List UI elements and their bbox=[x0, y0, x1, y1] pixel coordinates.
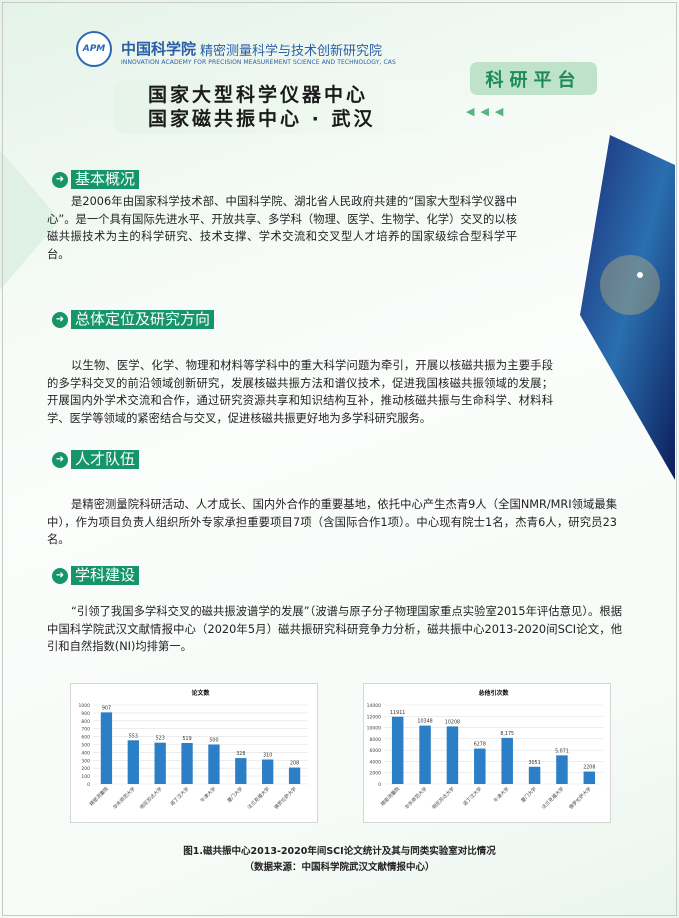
x-tick-label: 明尼苏达大学 bbox=[138, 785, 163, 810]
bar bbox=[501, 737, 513, 784]
data-label: 310 bbox=[263, 753, 272, 759]
y-tick-label: 300 bbox=[81, 758, 90, 764]
overview-text: 是2006年由国家科学技术部、中国科学院、湖北省人民政府共建的“国家大型科学仪器… bbox=[47, 195, 517, 261]
arrow-circle-icon: ➜ bbox=[52, 451, 68, 468]
y-tick-label: 600 bbox=[81, 735, 90, 741]
x-tick-label: 诺丁汉大学 bbox=[169, 785, 191, 807]
y-tick-label: 4000 bbox=[370, 759, 382, 765]
y-tick-label: 700 bbox=[81, 727, 90, 733]
y-tick-label: 100 bbox=[81, 774, 90, 780]
cas-name: 中国科学院 bbox=[121, 40, 197, 58]
x-tick-label: 精密测量院 bbox=[379, 785, 401, 807]
x-tick-label: 佛罗伦萨大学 bbox=[273, 785, 298, 810]
bar bbox=[528, 766, 541, 784]
bar bbox=[419, 725, 431, 784]
chart-title: 总他引次数 bbox=[478, 689, 509, 697]
data-label: 519 bbox=[182, 736, 191, 742]
data-label: 5,071 bbox=[555, 748, 569, 754]
bar bbox=[100, 712, 113, 784]
data-label: 523 bbox=[156, 736, 165, 742]
y-tick-label: 800 bbox=[81, 719, 90, 725]
section-heading-overview: ➜ 基本概况 bbox=[52, 170, 140, 189]
y-tick-label: 400 bbox=[81, 750, 90, 756]
arrow-circle-icon: ➜ bbox=[52, 567, 68, 584]
figure-source: （数据来源：中国科学院武汉文献情报中心） bbox=[244, 862, 435, 873]
x-tick-label: 华东师范大学 bbox=[403, 785, 428, 810]
x-tick-label: 法兰克福大学 bbox=[246, 785, 271, 810]
y-tick-label: 900 bbox=[81, 711, 90, 717]
data-label: 328 bbox=[236, 751, 245, 757]
apm-logo: APM bbox=[76, 31, 112, 67]
x-tick-label: 明尼苏达大学 bbox=[431, 785, 456, 810]
bar bbox=[288, 767, 301, 784]
chart-citations: 总他引次数 0 2000 4000 6000 8000 10000 12000 14000 119… bbox=[363, 683, 611, 823]
y-tick-label: 6000 bbox=[370, 748, 382, 754]
y-tick-label: 8000 bbox=[370, 737, 382, 743]
x-tick-label: 诺丁汉大学 bbox=[461, 785, 483, 807]
title-banner bbox=[113, 80, 443, 134]
section-heading-talent: ➜ 人才队伍 bbox=[52, 450, 140, 469]
x-tick-label: 厦门大学 bbox=[519, 785, 538, 804]
talent-text: 是精密测量院科研活动、人才成长、国内外合作的重要基地，依托中心产生杰青9人（全国… bbox=[47, 498, 617, 546]
bar bbox=[262, 759, 274, 784]
bar bbox=[556, 755, 568, 784]
section-heading-positioning: ➜ 总体定位及研究方向 bbox=[52, 310, 215, 329]
discipline-text: “引领了我国多学科交叉的磁共振波谱学的发展”（波谱与原子分子物理国家重点实验室2… bbox=[47, 605, 622, 653]
bar bbox=[208, 744, 220, 784]
bar bbox=[474, 748, 486, 784]
x-tick-label: 厦门大学 bbox=[226, 785, 245, 804]
x-tick-label: 法兰克福大学 bbox=[540, 785, 565, 810]
data-label: 208 bbox=[290, 761, 299, 767]
bar bbox=[127, 740, 139, 784]
chart-title: 论文数 bbox=[191, 689, 210, 697]
data-label: 907 bbox=[102, 705, 111, 711]
arrow-circle-icon: ➜ bbox=[52, 171, 68, 188]
y-tick-label: 200 bbox=[81, 766, 90, 772]
x-tick-label: 佛罗伦萨大学 bbox=[567, 785, 592, 810]
x-tick-label: 牛津大学 bbox=[199, 785, 218, 804]
y-tick-label: 0 bbox=[378, 782, 381, 788]
x-tick-label: 牛津大学 bbox=[492, 785, 511, 804]
data-label: 553 bbox=[129, 733, 138, 739]
section-heading-discipline: ➜ 学科建设 bbox=[52, 566, 140, 585]
data-label: 2208 bbox=[583, 765, 595, 771]
data-label: 10348 bbox=[417, 719, 432, 725]
arrow-left-icons: ◀◀◀ bbox=[466, 105, 510, 118]
y-tick-label: 1000 bbox=[79, 703, 91, 709]
bar bbox=[235, 758, 247, 784]
institute-name: 精密测量科学与技术创新研究院 bbox=[200, 44, 383, 59]
data-label: 10208 bbox=[445, 719, 460, 725]
y-tick-label: 12000 bbox=[367, 714, 381, 720]
data-label: 500 bbox=[209, 738, 218, 744]
platform-badge: 科研平台 bbox=[470, 62, 597, 95]
y-tick-label: 500 bbox=[81, 743, 90, 749]
data-label: 6278 bbox=[474, 742, 486, 748]
bar bbox=[391, 716, 404, 784]
decor-triangle bbox=[0, 150, 60, 290]
y-tick-label: 2000 bbox=[370, 771, 382, 777]
x-tick-label: 精密测量院 bbox=[88, 785, 110, 807]
x-tick-label: 华东师范大学 bbox=[111, 785, 136, 810]
title-line-2: 国家磁共振中心 · 武汉 bbox=[148, 108, 376, 130]
data-label: 11911 bbox=[390, 710, 405, 716]
figure-caption: 图1.磁共振中心2013-2020年间SCI论文统计及其与同类实验室对比情况 bbox=[183, 846, 496, 857]
bar bbox=[446, 726, 459, 784]
chart-papers: 论文数 0 100 200 300 400 500 600 700 800 900 1000 907 精密… bbox=[70, 683, 318, 823]
bar bbox=[583, 771, 596, 784]
data-label: 3051 bbox=[528, 760, 540, 766]
decorative-tech-image bbox=[580, 135, 675, 480]
y-tick-label: 0 bbox=[87, 782, 90, 788]
bar bbox=[181, 742, 193, 784]
arrow-circle-icon: ➜ bbox=[52, 311, 68, 328]
title-line-1: 国家大型科学仪器中心 bbox=[148, 84, 369, 106]
y-tick-label: 10000 bbox=[367, 726, 381, 732]
institute-english: INNOVATION ACADEMY FOR PRECISION MEASURE… bbox=[121, 59, 396, 66]
positioning-text: 以生物、医学、化学、物理和材料等学科中的重大科学问题为牵引，开展以核磁共振为主要… bbox=[47, 359, 553, 425]
y-tick-label: 14000 bbox=[367, 703, 381, 709]
data-label: 8,175 bbox=[500, 731, 514, 737]
bar bbox=[154, 742, 166, 784]
